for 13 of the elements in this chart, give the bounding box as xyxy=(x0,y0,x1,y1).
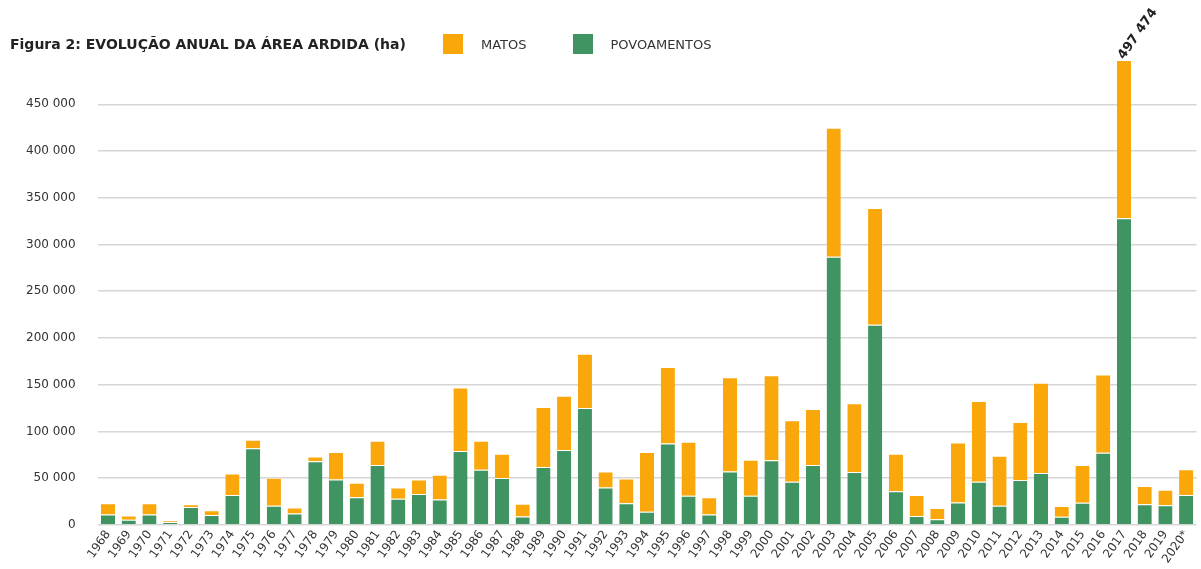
y-tick-label: 200 000 xyxy=(26,330,76,345)
y-tick-label: 0 xyxy=(67,516,76,531)
y-tick-label: 250 000 xyxy=(26,283,76,298)
legend-label: POVOAMENTOS xyxy=(610,36,712,52)
y-tick-label: 150 000 xyxy=(26,376,76,391)
legend-label: MATOS xyxy=(481,36,527,52)
y-tick-label: 400 000 xyxy=(26,143,76,158)
y-tick-label: 50 000 xyxy=(33,470,76,485)
y-tick-label: 350 000 xyxy=(26,189,76,204)
y-tick-label: 100 000 xyxy=(26,423,76,438)
y-tick-label: 300 000 xyxy=(26,236,76,251)
y-tick-label: 450 000 xyxy=(26,96,76,111)
chart-title: Figura 2: EVOLUÇÃO ANUAL DA ÁREA ARDIDA (ha) xyxy=(10,36,406,52)
